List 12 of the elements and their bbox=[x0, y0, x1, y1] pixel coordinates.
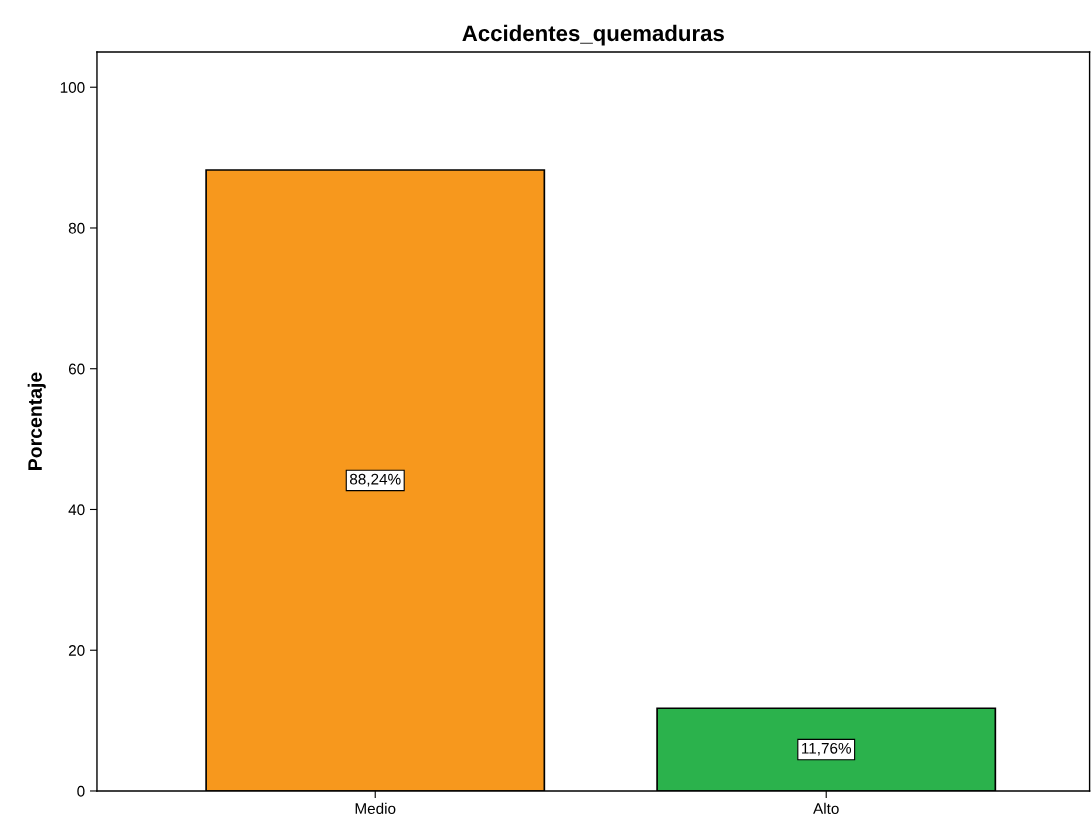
y-tick-label: 100 bbox=[60, 82, 85, 93]
y-tick-label: 40 bbox=[68, 504, 85, 516]
data-label: 11,76% bbox=[802, 742, 852, 756]
y-axis-title: Porcentaje bbox=[27, 372, 46, 470]
x-tick-label: Alto bbox=[813, 802, 839, 815]
y-tick-label: 0 bbox=[77, 785, 85, 797]
x-tick-label: Medio bbox=[355, 802, 396, 815]
y-tick-label: 20 bbox=[68, 645, 85, 656]
y-tick-label: 60 bbox=[68, 363, 85, 375]
chart-title: Accidentes_quemaduras bbox=[462, 24, 724, 46]
data-label: 88,24% bbox=[349, 473, 401, 487]
y-tick-label: 80 bbox=[68, 222, 85, 234]
